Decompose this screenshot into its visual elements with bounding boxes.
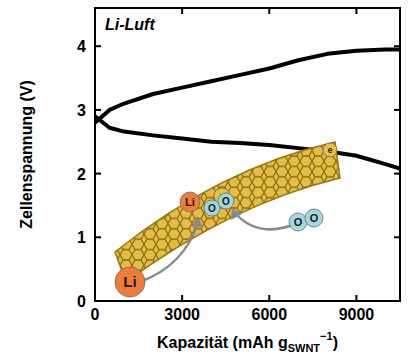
atom [115,267,145,297]
arrow [140,222,198,282]
x-tick [268,295,270,301]
atom [180,192,200,212]
y-tick [95,236,101,238]
y-tick-label: 4 [77,38,86,55]
atom-label: e [327,145,332,155]
atom [323,143,337,157]
y-tick-label: 3 [77,102,86,119]
arrow-head [231,208,242,220]
y-tick-right [394,173,400,175]
atom-label: Li [123,273,136,290]
atom [305,209,323,227]
y-tick [95,45,101,47]
x-axis-title-end: ) [333,334,338,351]
curve [95,49,400,122]
y-tick-label: 1 [77,229,86,246]
x-tick-label: 0 [91,306,100,323]
y-tick-label: 2 [77,166,86,183]
y-tick-right [394,236,400,238]
x-tick-top [181,8,183,14]
nanotube-lattice [115,142,340,282]
x-tick-label: 6000 [251,306,287,323]
atom [204,200,220,216]
atom-label: O [208,203,216,214]
x-axis-title-sup: −1 [320,330,333,342]
x-tick-top [94,8,96,14]
chart: 0 3000 6000 9000 0 1 2 3 4 Kapazität (mAh gSWNT−1… [0,0,409,360]
y-tick-right [394,45,400,47]
atom-label: Li [185,196,195,208]
x-tick-top [355,8,357,14]
title: Li-Luft [105,16,155,33]
nanotube [115,142,340,282]
y-tick-label: 0 [77,293,86,310]
x-axis-title-main: Kapazität (mAh g [157,334,288,351]
illustration: LiLieeOOOO [115,142,340,297]
curve [95,116,400,168]
x-axis-title-sub: SWNT [288,342,321,354]
y-tick [95,109,101,111]
atom-label: O [222,196,230,207]
curves [95,49,400,168]
y-tick [95,300,101,302]
x-tick [355,295,357,301]
atom-label: O [294,216,303,228]
atom [289,213,307,231]
arrow-head [192,216,203,228]
x-tick-label: 9000 [339,306,375,323]
x-axis-title: Kapazität (mAh gSWNT−1) [157,330,338,354]
y-axis-title: Zellenspannung (V) [18,80,35,228]
plot-frame [95,8,400,301]
y-tick-right [394,300,400,302]
atom-label: O [310,212,319,224]
atom [218,193,234,209]
x-tick-top [268,8,270,14]
x-tick [181,295,183,301]
x-tick-label: 3000 [164,306,200,323]
y-tick [95,173,101,175]
y-tick-right [394,109,400,111]
